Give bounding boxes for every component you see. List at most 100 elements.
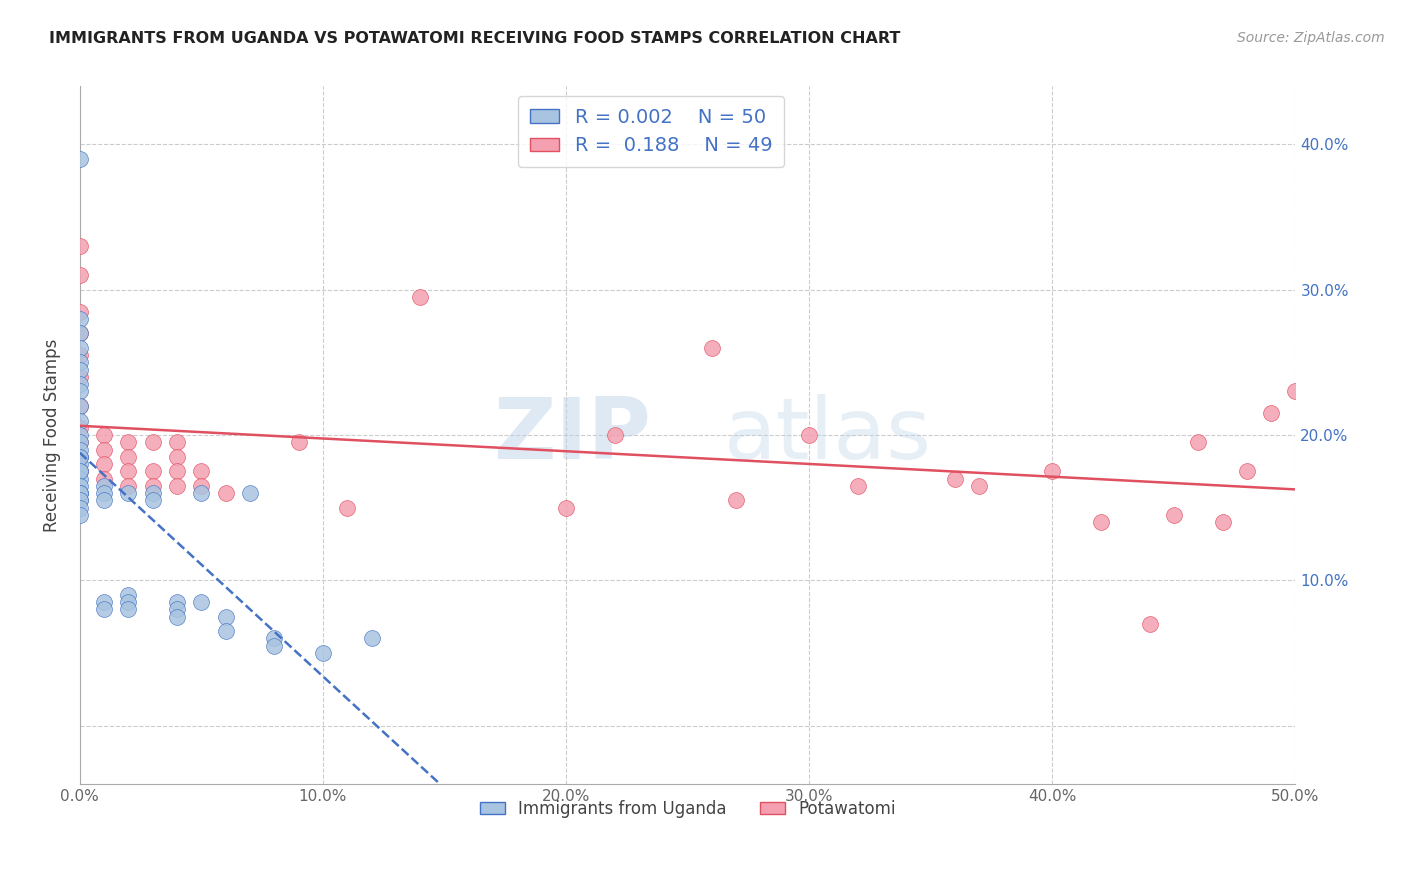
Point [69, 479, 91, 493]
Point [166, 602, 188, 616]
Point [287, 435, 309, 450]
Point [93, 457, 115, 471]
Point [69, 493, 91, 508]
Point [69, 450, 91, 464]
Point [166, 435, 188, 450]
Point [117, 595, 139, 609]
Point [69, 399, 91, 413]
Text: ZIP: ZIP [494, 393, 651, 476]
Point [846, 479, 869, 493]
Point [142, 479, 165, 493]
Point [69, 311, 91, 326]
Point [69, 457, 91, 471]
Point [69, 239, 91, 253]
Point [69, 362, 91, 376]
Point [166, 450, 188, 464]
Point [725, 493, 748, 508]
Point [215, 624, 238, 639]
Point [117, 588, 139, 602]
Y-axis label: Receiving Food Stamps: Receiving Food Stamps [44, 338, 60, 532]
Point [943, 472, 966, 486]
Point [69, 348, 91, 362]
Point [69, 486, 91, 500]
Legend: Immigrants from Uganda, Potawatomi: Immigrants from Uganda, Potawatomi [472, 793, 903, 824]
Point [69, 472, 91, 486]
Point [166, 595, 188, 609]
Point [263, 632, 285, 646]
Point [69, 493, 91, 508]
Point [69, 377, 91, 392]
Point [1260, 406, 1282, 420]
Point [93, 493, 115, 508]
Point [117, 464, 139, 478]
Point [142, 435, 165, 450]
Point [69, 508, 91, 522]
Point [69, 355, 91, 369]
Point [69, 384, 91, 399]
Point [93, 479, 115, 493]
Point [360, 632, 382, 646]
Point [969, 479, 991, 493]
Point [117, 479, 139, 493]
Text: IMMIGRANTS FROM UGANDA VS POTAWATOMI RECEIVING FOOD STAMPS CORRELATION CHART: IMMIGRANTS FROM UGANDA VS POTAWATOMI REC… [49, 31, 901, 46]
Text: atlas: atlas [724, 393, 932, 476]
Point [69, 450, 91, 464]
Point [69, 370, 91, 384]
Point [93, 486, 115, 500]
Point [215, 486, 238, 500]
Point [1284, 384, 1306, 399]
Point [555, 500, 578, 515]
Point [190, 486, 212, 500]
Point [1212, 515, 1234, 529]
Point [799, 428, 821, 442]
Point [700, 341, 723, 355]
Point [166, 464, 188, 478]
Point [69, 464, 91, 478]
Point [1040, 464, 1063, 478]
Point [1236, 464, 1258, 478]
Point [69, 464, 91, 478]
Point [312, 646, 335, 660]
Point [93, 472, 115, 486]
Point [142, 493, 165, 508]
Point [215, 609, 238, 624]
Point [239, 486, 262, 500]
Point [117, 602, 139, 616]
Point [69, 326, 91, 341]
Point [166, 479, 188, 493]
Point [1163, 508, 1185, 522]
Point [69, 341, 91, 355]
Point [69, 486, 91, 500]
Point [1187, 435, 1209, 450]
Point [69, 435, 91, 450]
Point [69, 421, 91, 435]
Point [409, 290, 432, 304]
Point [69, 428, 91, 442]
Point [93, 442, 115, 457]
Point [69, 500, 91, 515]
Point [69, 450, 91, 464]
Point [142, 486, 165, 500]
Point [117, 435, 139, 450]
Point [190, 479, 212, 493]
Point [69, 435, 91, 450]
Point [69, 326, 91, 341]
Text: Source: ZipAtlas.com: Source: ZipAtlas.com [1237, 31, 1385, 45]
Point [603, 428, 626, 442]
Point [69, 486, 91, 500]
Point [166, 609, 188, 624]
Point [263, 639, 285, 653]
Point [190, 464, 212, 478]
Point [69, 304, 91, 318]
Point [142, 464, 165, 478]
Point [69, 399, 91, 413]
Point [69, 464, 91, 478]
Point [93, 602, 115, 616]
Point [93, 595, 115, 609]
Point [1090, 515, 1112, 529]
Point [93, 428, 115, 442]
Point [117, 450, 139, 464]
Point [69, 152, 91, 166]
Point [69, 442, 91, 457]
Point [117, 486, 139, 500]
